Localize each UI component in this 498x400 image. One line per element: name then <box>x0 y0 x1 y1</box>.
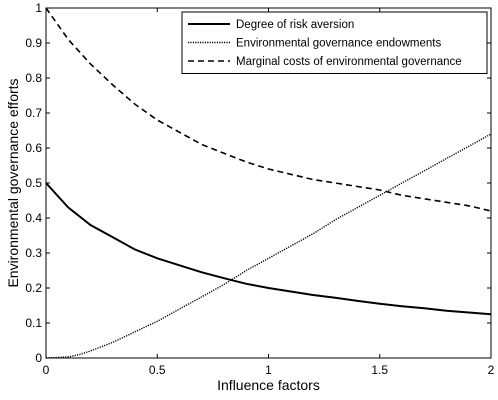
y-tick-label: 0.9 <box>25 36 42 50</box>
y-tick-label: 0.8 <box>25 71 42 85</box>
axis-ticks: 0 0.5 1 1.5 2 0 0.1 0.2 0.3 0.4 0.5 0.6 0.7 0.8 0.9 1 <box>25 1 494 377</box>
series-group <box>45 7 492 359</box>
y-tick-label: 0.3 <box>25 246 42 260</box>
y-axis-label: Environmental governance efforts <box>5 78 21 287</box>
series-line-2 <box>45 133 492 359</box>
y-tick-label: 0.5 <box>25 176 42 190</box>
y-tick-label: 0.2 <box>25 281 42 295</box>
legend-label: Marginal costs of environmental governan… <box>236 56 462 68</box>
y-tick-label: 0.7 <box>25 106 42 120</box>
series-line-1 <box>45 182 492 316</box>
legend-label: Environmental governance endowments <box>236 38 441 50</box>
x-tick-label: 0.5 <box>149 363 166 377</box>
legend-label: Degree of risk aversion <box>236 19 354 31</box>
legend: Degree of risk aversion Environmental gov… <box>181 11 488 74</box>
series-line-3 <box>45 7 492 212</box>
x-tick-label: 2 <box>488 363 495 377</box>
y-tick-label: 0.4 <box>25 211 42 225</box>
x-tick-label: 1 <box>265 363 272 377</box>
x-tick-label: 1.5 <box>371 363 388 377</box>
legend-box <box>181 11 488 74</box>
y-tick-label: 0.6 <box>25 141 42 155</box>
x-axis-label: Influence factors <box>217 377 320 393</box>
x-tick-label: 0 <box>43 363 50 377</box>
y-tick-label: 0 <box>35 351 42 365</box>
y-tick-label: 0.1 <box>25 316 42 330</box>
y-tick-label: 1 <box>35 1 42 15</box>
